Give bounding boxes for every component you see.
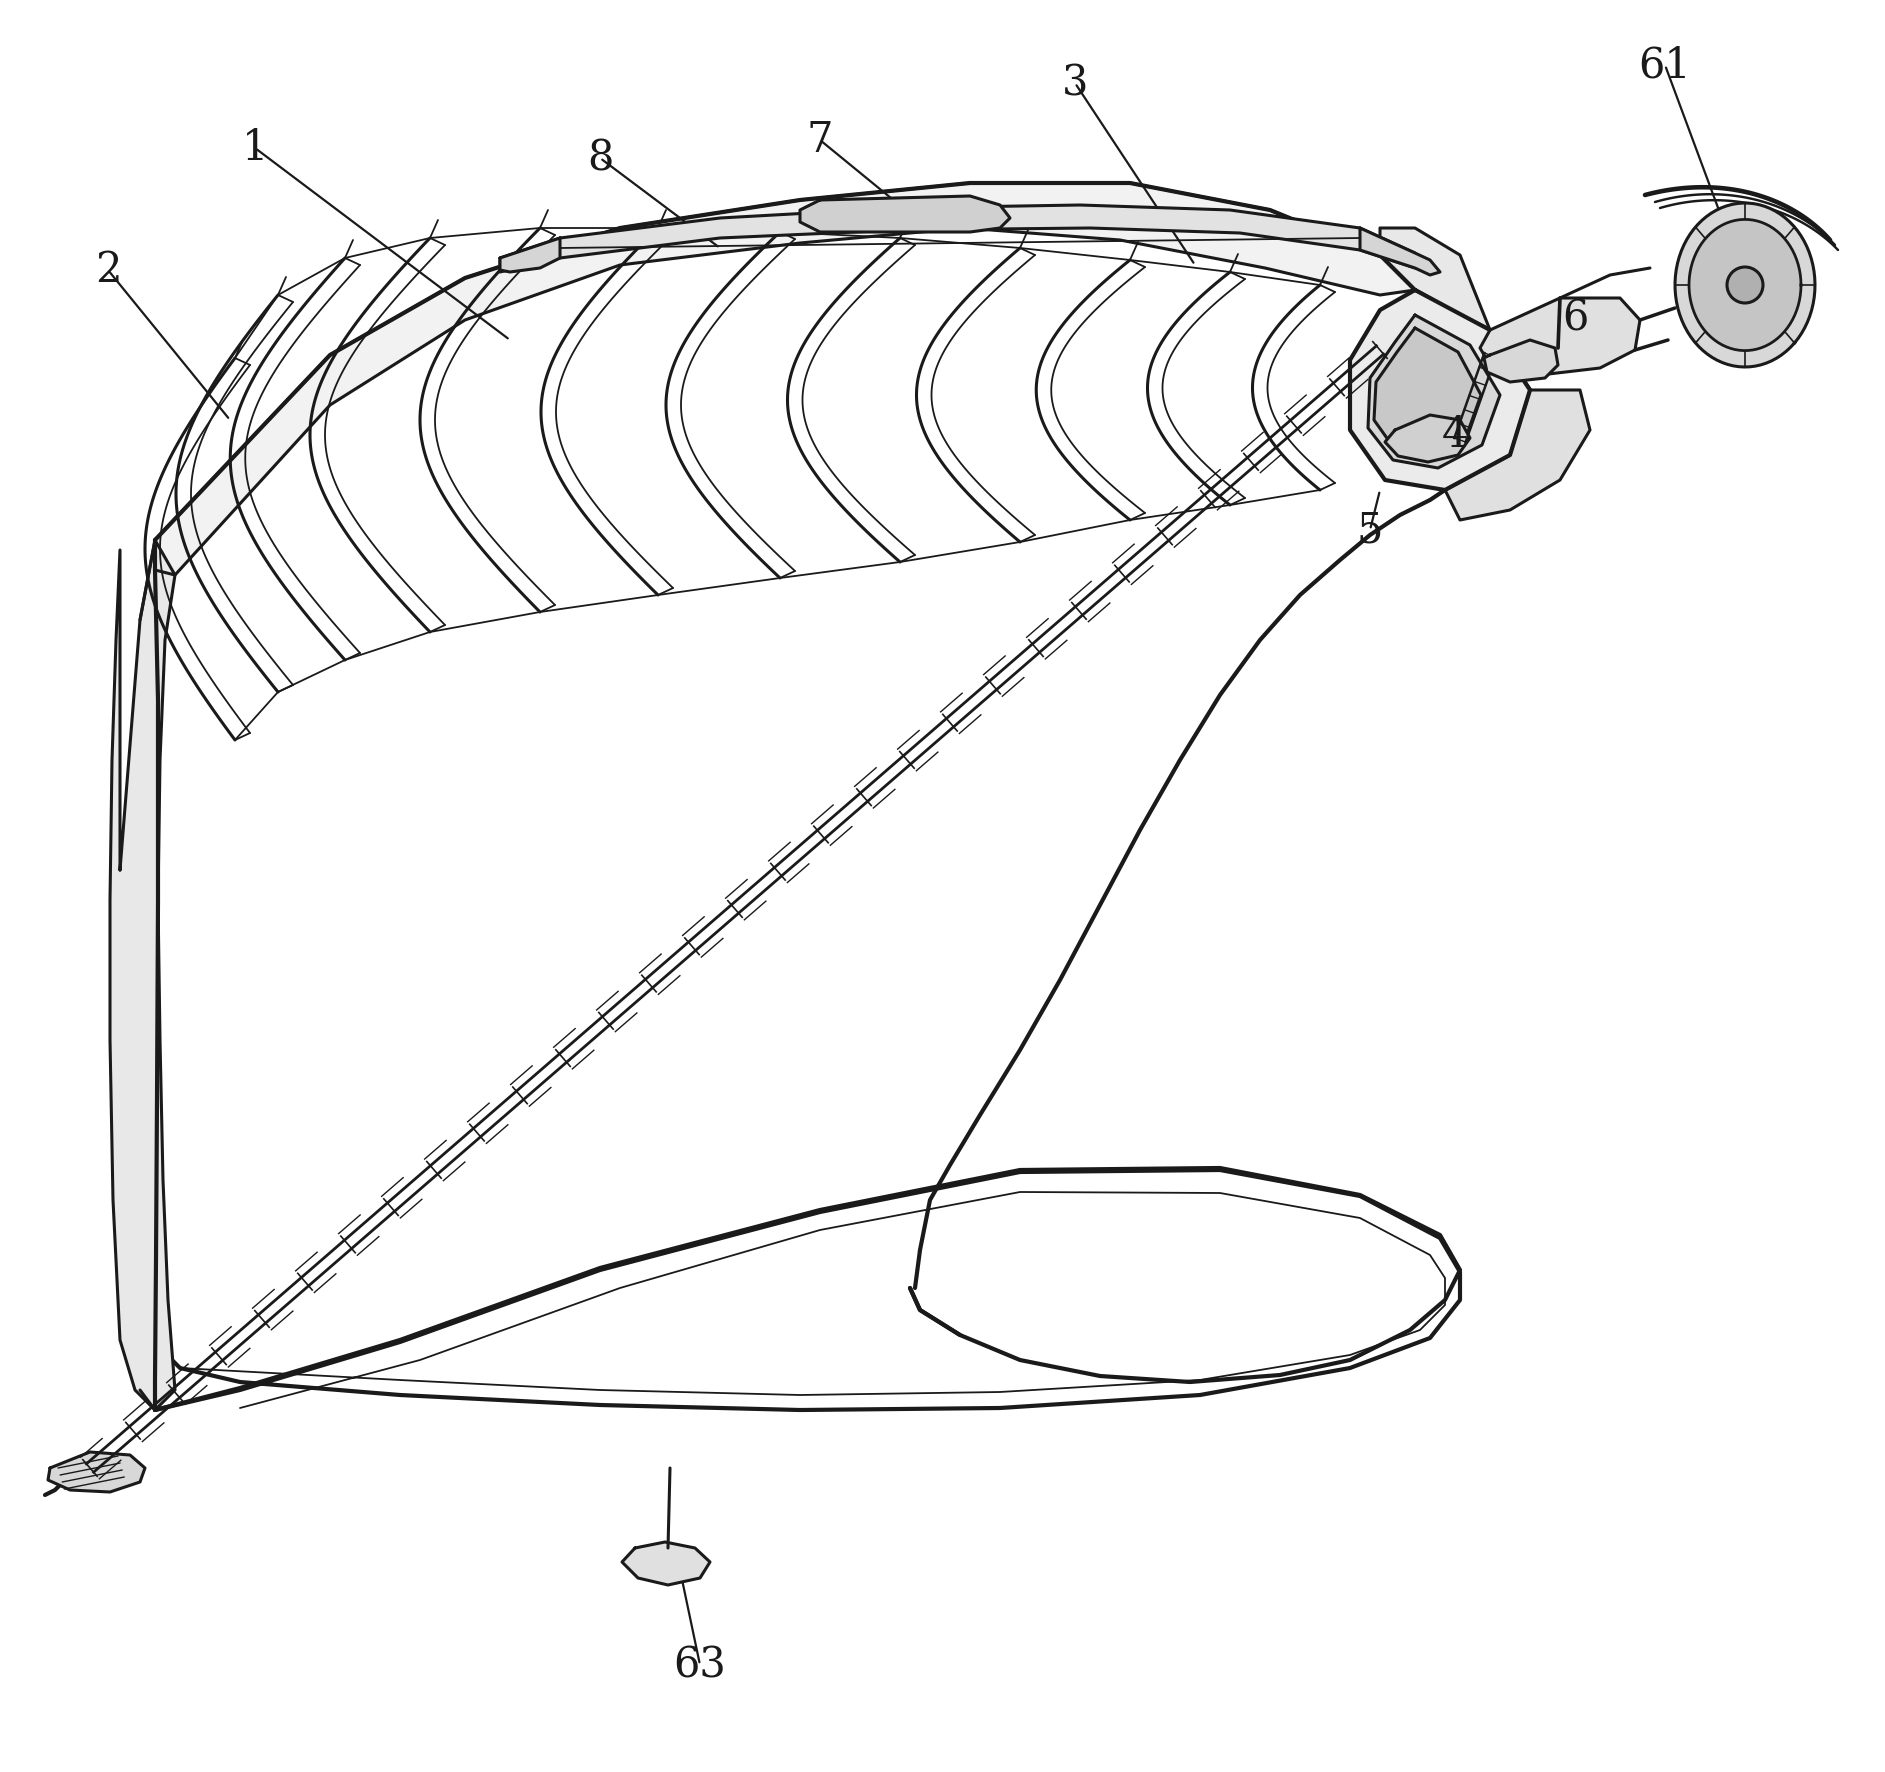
Polygon shape [1369, 315, 1500, 468]
Polygon shape [1676, 204, 1815, 367]
Polygon shape [500, 237, 560, 271]
Text: 5: 5 [1357, 509, 1384, 551]
Polygon shape [1385, 415, 1470, 462]
Polygon shape [1689, 220, 1800, 351]
Text: 2: 2 [94, 250, 121, 291]
Text: 63: 63 [673, 1644, 726, 1685]
Text: 3: 3 [1061, 62, 1088, 105]
Polygon shape [500, 206, 1416, 271]
Text: 4: 4 [1442, 415, 1468, 455]
Text: 61: 61 [1638, 44, 1691, 87]
Text: 8: 8 [586, 136, 613, 179]
Text: 1: 1 [241, 128, 268, 168]
Polygon shape [622, 1542, 711, 1584]
Polygon shape [1380, 229, 1489, 330]
Polygon shape [155, 183, 1416, 574]
Polygon shape [1374, 328, 1482, 455]
Text: 7: 7 [807, 119, 833, 161]
Polygon shape [1446, 390, 1591, 519]
Polygon shape [155, 1170, 1461, 1411]
Text: 6: 6 [1563, 298, 1589, 338]
Polygon shape [1480, 298, 1640, 376]
Circle shape [1727, 268, 1762, 303]
Polygon shape [799, 197, 1010, 232]
Polygon shape [1359, 229, 1440, 275]
Polygon shape [47, 1451, 145, 1492]
Polygon shape [1350, 291, 1531, 491]
Polygon shape [1483, 340, 1559, 383]
Polygon shape [109, 540, 175, 1411]
